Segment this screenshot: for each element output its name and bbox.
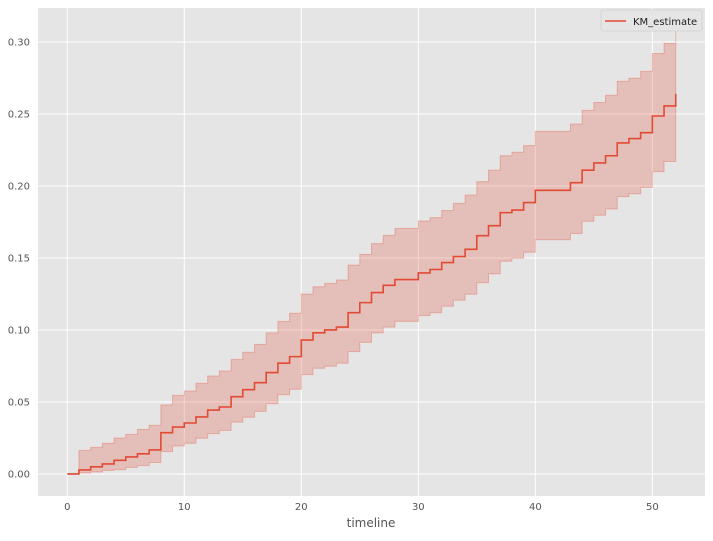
y-tick-label: 0.05 xyxy=(8,397,30,408)
x-tick-label: 30 xyxy=(412,502,425,513)
legend: KM_estimate xyxy=(600,9,703,32)
x-tick-label: 20 xyxy=(295,502,308,513)
x-tick-label: 40 xyxy=(529,502,542,513)
legend-box xyxy=(600,9,703,32)
tick-labels: 0 10 20 30 40 50 0.00 0.05 0.10 0.15 0.20 0.25 0.30 xyxy=(8,37,659,513)
y-tick-label: 0.25 xyxy=(8,109,30,120)
y-tick-label: 0.00 xyxy=(8,469,30,480)
confidence-band xyxy=(67,29,677,475)
x-tick-label: 0 xyxy=(64,502,70,513)
x-tick-label: 50 xyxy=(646,502,659,513)
plot-background xyxy=(38,8,705,496)
km-estimate-line xyxy=(67,93,677,475)
x-axis-label: timeline xyxy=(347,516,396,530)
y-tick-label: 0.10 xyxy=(8,325,30,336)
y-tick-label: 0.30 xyxy=(8,37,30,48)
y-tick-label: 0.20 xyxy=(8,181,30,192)
legend-label: KM_estimate xyxy=(633,17,697,28)
x-tick-label: 10 xyxy=(178,502,191,513)
y-tick-label: 0.15 xyxy=(8,253,30,264)
grid xyxy=(38,8,705,496)
